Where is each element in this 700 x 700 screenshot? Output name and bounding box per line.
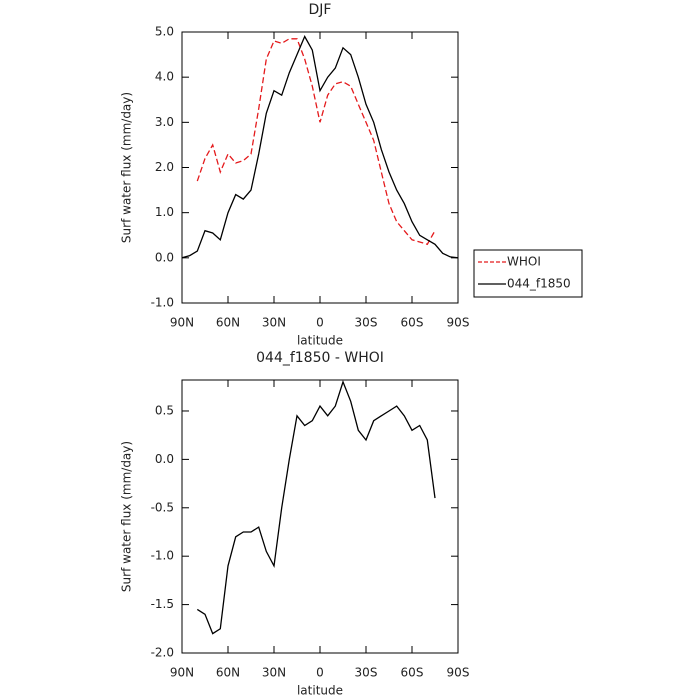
x-tick-label: 90S bbox=[447, 316, 470, 330]
y-axis-label: Surf water flux (mm/day) bbox=[120, 92, 134, 243]
data-line bbox=[196, 38, 436, 246]
y-tick-label: 5.0 bbox=[155, 25, 174, 39]
y-tick-label: -1.0 bbox=[151, 296, 174, 310]
plot-frame bbox=[181, 379, 459, 654]
data-line bbox=[181, 35, 459, 259]
y-tick-label: 0.5 bbox=[155, 403, 174, 417]
y-tick-label: -1.5 bbox=[151, 597, 174, 611]
data-line bbox=[196, 379, 436, 635]
x-tick-label: 30S bbox=[355, 316, 378, 330]
x-tick-label: 0 bbox=[316, 666, 324, 680]
y-tick-label: -1.0 bbox=[151, 549, 174, 563]
y-tick-label: 0.0 bbox=[155, 250, 174, 264]
x-tick-label: 90S bbox=[447, 666, 470, 680]
chart-title: 044_f1850 - WHOI bbox=[256, 350, 384, 366]
y-tick-label: 0.0 bbox=[155, 452, 174, 466]
y-tick-label: 3.0 bbox=[155, 115, 174, 129]
y-axis-label: Surf water flux (mm/day) bbox=[120, 441, 134, 592]
x-tick-label: 90N bbox=[170, 666, 194, 680]
x-tick-label: 60S bbox=[401, 666, 424, 680]
x-tick-label: 60S bbox=[401, 316, 424, 330]
plot-frame bbox=[181, 31, 459, 304]
x-tick-label: 0 bbox=[316, 316, 324, 330]
legend-label: WHOI bbox=[507, 255, 541, 269]
chart-title: DJF bbox=[309, 2, 332, 18]
x-tick-label: 30N bbox=[262, 316, 286, 330]
y-tick-label: -0.5 bbox=[151, 500, 174, 514]
x-axis-label: latitude bbox=[297, 334, 343, 348]
legend-box bbox=[473, 249, 583, 298]
x-tick-label: 30N bbox=[262, 666, 286, 680]
x-tick-label: 90N bbox=[170, 316, 194, 330]
x-tick-label: 30S bbox=[355, 666, 378, 680]
x-axis-label: latitude bbox=[297, 684, 343, 698]
legend-label: 044_f1850 bbox=[507, 277, 571, 291]
x-tick-label: 60N bbox=[216, 666, 240, 680]
y-tick-label: -2.0 bbox=[151, 646, 174, 660]
y-tick-label: 1.0 bbox=[155, 205, 174, 219]
y-tick-label: 2.0 bbox=[155, 160, 174, 174]
y-tick-label: 4.0 bbox=[155, 70, 174, 84]
x-tick-label: 60N bbox=[216, 316, 240, 330]
